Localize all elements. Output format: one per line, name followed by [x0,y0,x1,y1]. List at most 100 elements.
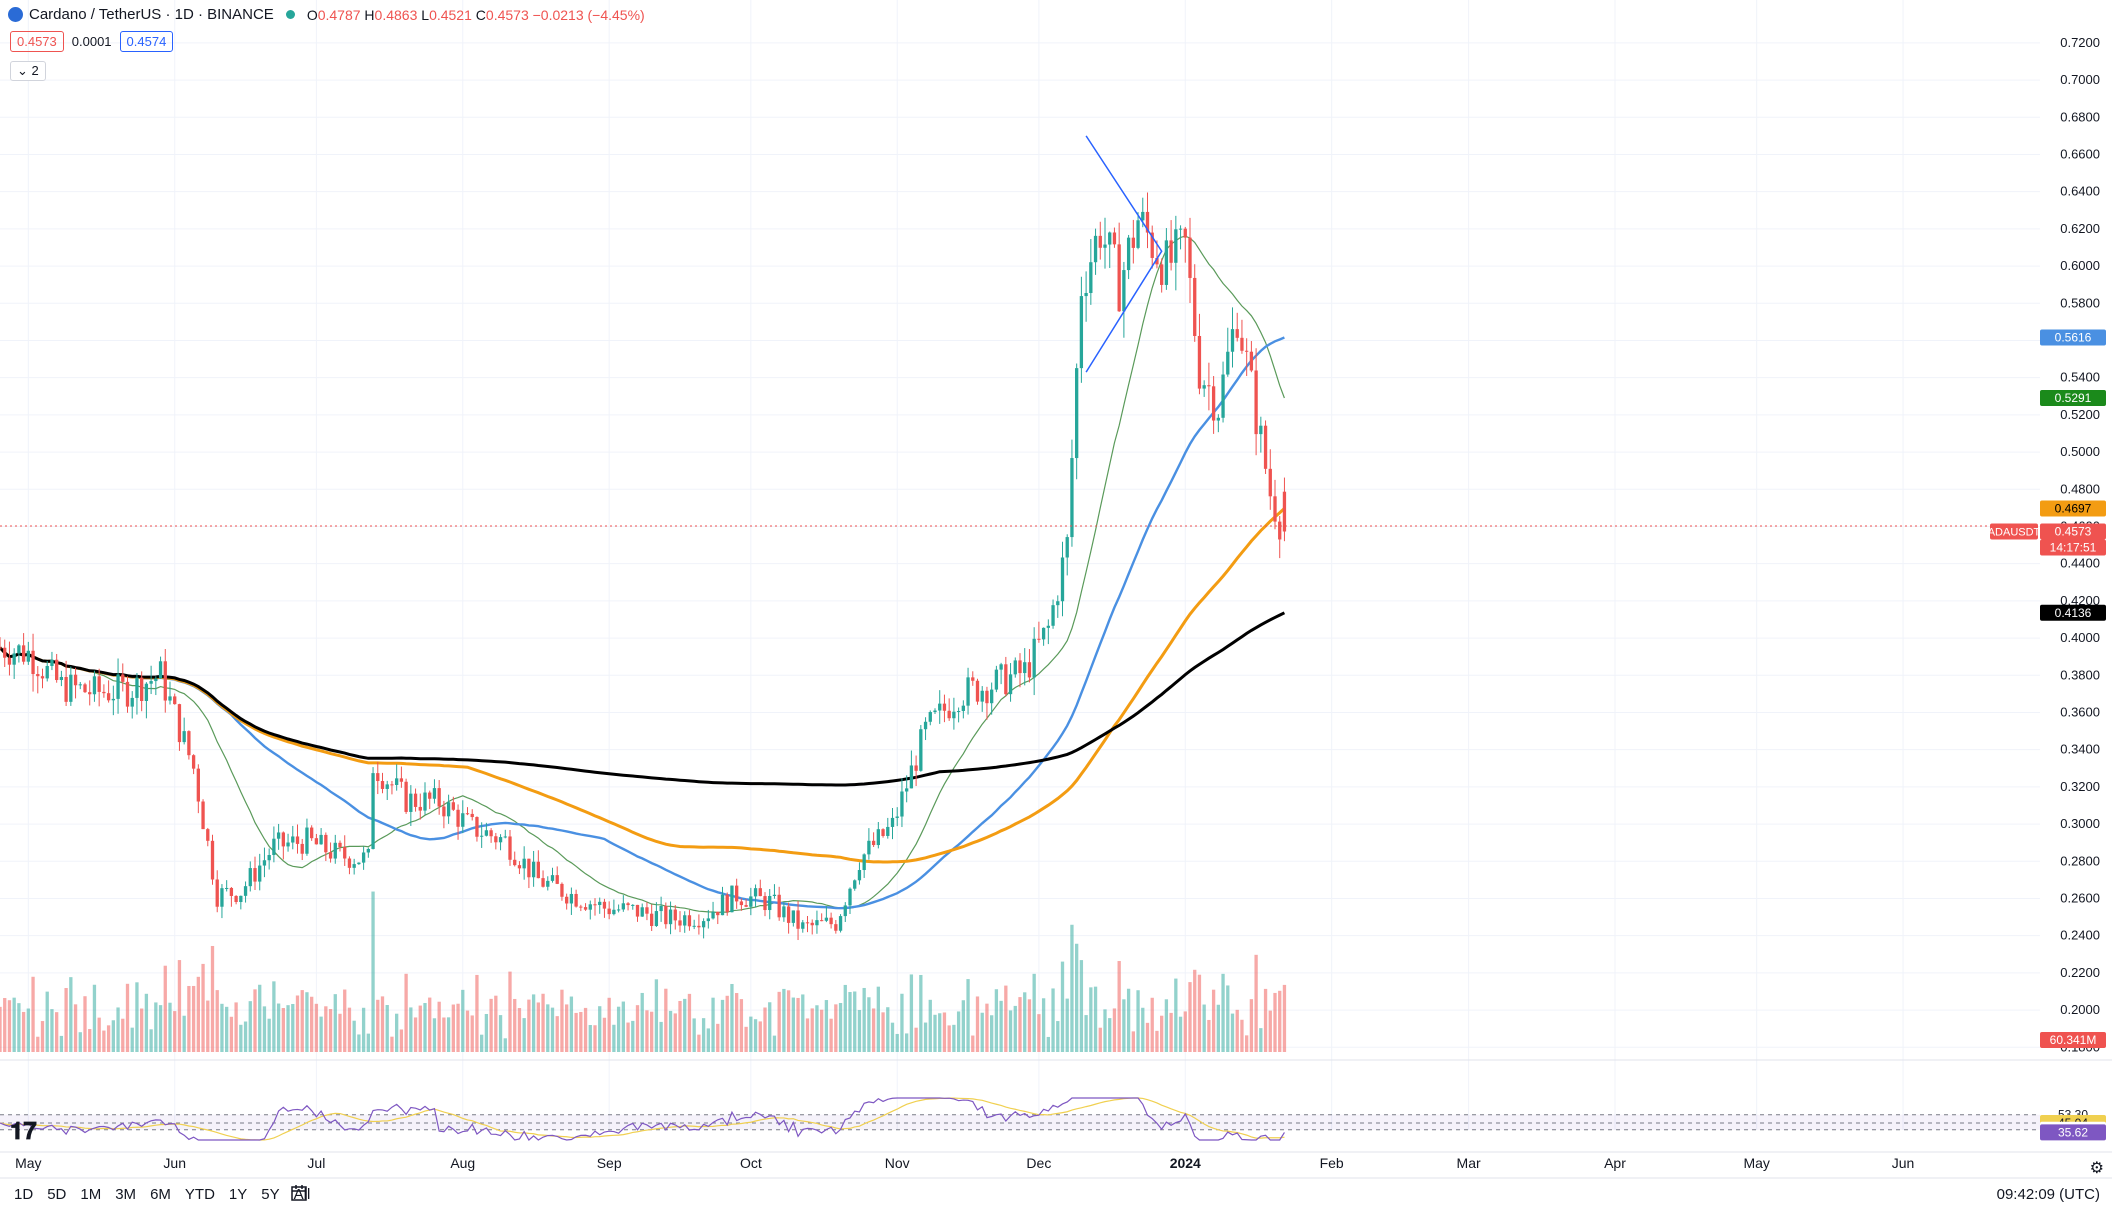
timeframe-1y[interactable]: 1Y [228,1186,248,1203]
volume-bar [928,999,932,1052]
volume-bar [149,1029,153,1052]
volume-bar [1249,999,1254,1052]
candle-body [678,920,682,926]
volume-bar [569,996,574,1052]
buy-sell-box: 0.4573 0.0001 0.4574 [10,31,174,52]
sell-button[interactable]: 0.4573 [10,31,64,52]
candle-body [1108,232,1112,245]
volume-bar [786,990,791,1052]
candle-body [106,693,111,701]
volume-bar [319,1016,323,1052]
gear-icon[interactable]: ⚙ [2089,1160,2104,1177]
volume-bar [78,1032,82,1052]
candle-body [994,669,999,690]
volume-bar [55,1012,59,1052]
moving-average-lines [0,235,1286,914]
candle-body [130,697,134,707]
candle-body [1060,557,1065,602]
candle-body [1004,664,1008,695]
candle-body [461,813,465,827]
calendar-icon[interactable] [290,1184,308,1202]
collapse-indicators-button[interactable]: ⌄ 2 [10,61,46,81]
volume-bar [900,993,904,1052]
volume-bar [494,995,498,1052]
volume-bar [735,993,739,1052]
candle-body [281,832,285,847]
candle-body [215,879,219,907]
ma100-badge-box [2040,500,2106,517]
volume-bar [593,1025,597,1052]
candle-body [668,909,673,925]
volume-bar [210,945,215,1052]
rsi-pane [0,1097,2040,1141]
candle-body [673,909,677,921]
volume-bar [177,960,182,1052]
buy-button[interactable]: 0.4574 [119,31,174,52]
candle-body [1079,296,1084,369]
volume-bar [621,1001,625,1052]
utc-clock[interactable]: 09:42:09 (UTC) [1996,1186,2100,1203]
volume-bar [1245,1035,1249,1052]
price-axis: 0.7200 0.7000 0.6800 0.6600 0.6400 0.6200 0.60… [2060,35,2100,1054]
candle-body [815,920,819,926]
volume-bar [659,1021,663,1052]
last-price-badge-box [2040,523,2106,540]
volume-bar [1131,1031,1135,1052]
rsi-line [0,1097,1285,1141]
symbol-legend: Cardano / TetherUS · 1D · BINANCE O0.478… [8,6,645,23]
candle-body [1254,370,1258,435]
candle-body [395,778,399,785]
volume-bar [1226,985,1230,1052]
volume-bar [947,1025,951,1052]
volume-bar [229,1016,234,1052]
volume-bar [517,1008,522,1052]
candle-body [1145,211,1150,233]
volume-bar [69,977,73,1052]
candle-body [229,887,234,896]
volume-bar [437,1001,441,1052]
candle-body [17,645,21,654]
volume-bar [579,1011,583,1052]
candle-body [857,870,862,881]
candle-body [50,659,54,666]
countdown-badge-text: 14:17:51 [2050,541,2097,555]
candle-body [947,710,951,719]
candle-body [796,910,800,929]
candle-body [631,904,635,906]
ma100-badge-text: 0.4697 [2055,501,2092,515]
timeframe-1m[interactable]: 1M [80,1186,102,1203]
volume-bar [862,987,866,1052]
candle-body [650,913,654,926]
volume-bar [513,998,517,1052]
ma200-badge-box [2040,604,2106,621]
timeframe-6m[interactable]: 6M [150,1186,171,1203]
last-price-badge-text: 0.4573 [2055,525,2092,539]
candle-body [55,659,59,681]
volume-bar [220,1003,224,1052]
candle-body [711,911,715,919]
timeframe-5y[interactable]: 5Y [261,1186,280,1203]
timeframe-ytd[interactable]: YTD [184,1186,215,1203]
candle-body [253,868,257,882]
candle-body [546,880,550,887]
candle-body [1117,244,1121,312]
candle-body [361,852,366,863]
tradingview-logo-icon[interactable]: 𝟏𝟕 [10,1118,37,1145]
volume-bar [461,989,465,1052]
candle-body [173,696,177,705]
chevron-down-icon: ⌄ [17,63,28,78]
candle-body [7,657,12,665]
volume-bar [111,1020,115,1052]
ma50-badge-box [2040,329,2106,346]
timeframe-1d[interactable]: 1D [14,1186,34,1203]
candle-body [1051,605,1055,626]
rsi-ma-line [0,1097,1285,1141]
candle-body [1056,601,1060,606]
symbol-title[interactable]: Cardano / TetherUS · 1D · BINANCE [29,6,274,23]
candle-body [999,664,1003,670]
timeframe-3m[interactable]: 3M [115,1186,137,1203]
ma20-badge: 0.5291 [2040,389,2106,406]
timeframe-5d[interactable]: 5D [47,1186,67,1203]
candle-body [791,910,795,923]
